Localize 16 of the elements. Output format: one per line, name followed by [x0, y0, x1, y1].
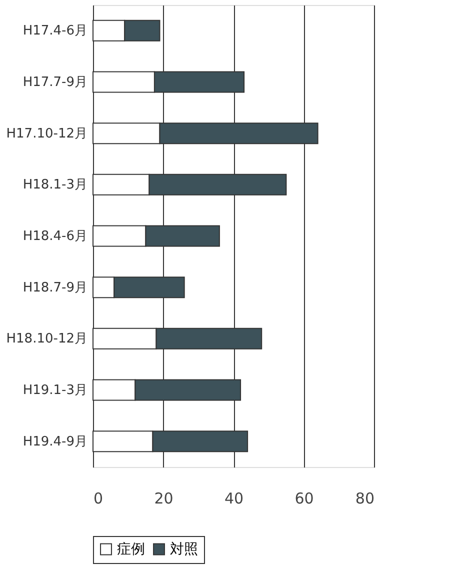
y-tick-label: H19.4-9月: [22, 434, 88, 450]
x-tick-label: 20: [154, 490, 174, 508]
y-tick-label: H18.4-6月: [22, 229, 88, 244]
y-tick-label: H17.4-6月: [22, 24, 88, 39]
y-tick-label: H17.10-12月: [6, 126, 88, 142]
x-tick-label: 80: [355, 490, 374, 508]
y-tick-label: H19.1-3月: [22, 383, 88, 398]
y-tick-label: H18.10-12月: [6, 332, 88, 347]
y-tick-label: H17.7-9月: [22, 75, 88, 90]
x-tick-label: 60: [294, 490, 314, 508]
legend-label: 対照: [170, 541, 198, 558]
y-tick-label: H18.7-9月: [22, 280, 88, 296]
y-tick-label: H18.1-3月: [22, 178, 88, 193]
legend-label: 症例: [117, 541, 145, 558]
x-tick-label: 40: [224, 490, 244, 508]
x-tick-label: 0: [94, 490, 104, 508]
